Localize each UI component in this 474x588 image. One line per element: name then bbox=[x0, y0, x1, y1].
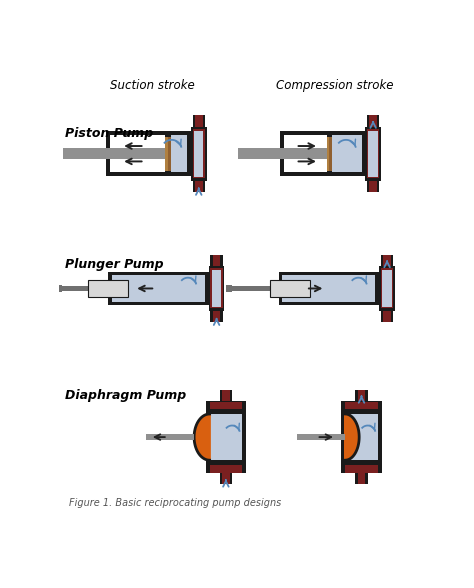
Bar bbox=[327, 137, 329, 171]
Bar bbox=[209, 266, 224, 311]
Bar bbox=[109, 135, 165, 172]
Bar bbox=[356, 390, 368, 401]
Bar bbox=[106, 131, 191, 176]
Bar bbox=[210, 311, 223, 322]
Polygon shape bbox=[345, 414, 359, 460]
Bar bbox=[369, 181, 377, 192]
Bar bbox=[270, 280, 310, 297]
Text: Suction stroke: Suction stroke bbox=[110, 79, 195, 92]
Bar bbox=[357, 473, 365, 484]
Bar bbox=[55, 285, 62, 292]
Bar bbox=[165, 137, 168, 171]
Bar bbox=[210, 465, 242, 473]
Bar bbox=[206, 410, 246, 464]
Bar bbox=[206, 464, 246, 473]
Bar bbox=[381, 255, 393, 266]
Text: Figure 1. Basic reciprocating pump designs: Figure 1. Basic reciprocating pump desig… bbox=[69, 498, 281, 508]
Bar bbox=[367, 129, 379, 178]
Bar bbox=[206, 401, 246, 410]
Bar bbox=[192, 115, 205, 127]
Bar bbox=[369, 115, 377, 127]
Bar bbox=[230, 286, 272, 291]
Bar bbox=[341, 464, 382, 473]
Bar bbox=[367, 181, 379, 192]
Bar bbox=[345, 414, 378, 460]
Bar bbox=[213, 255, 220, 266]
Bar bbox=[146, 435, 194, 440]
Bar bbox=[345, 465, 378, 473]
Polygon shape bbox=[194, 414, 210, 460]
Text: Plunger Pump: Plunger Pump bbox=[65, 258, 164, 270]
Bar bbox=[297, 435, 345, 440]
Bar bbox=[379, 266, 395, 311]
Bar bbox=[210, 414, 242, 460]
Bar bbox=[226, 285, 232, 292]
Bar bbox=[367, 115, 379, 127]
Text: Piston Pump: Piston Pump bbox=[65, 127, 154, 140]
Bar bbox=[192, 181, 205, 192]
Bar bbox=[270, 280, 310, 297]
Bar bbox=[280, 131, 365, 176]
Bar bbox=[284, 135, 327, 172]
Text: Diaphragm Pump: Diaphragm Pump bbox=[65, 389, 187, 402]
Bar bbox=[63, 148, 165, 159]
Bar bbox=[222, 473, 230, 484]
Bar bbox=[237, 148, 327, 159]
Bar bbox=[212, 270, 221, 307]
Bar bbox=[88, 280, 128, 297]
Bar bbox=[222, 390, 230, 401]
Bar bbox=[210, 269, 223, 309]
Bar bbox=[368, 131, 378, 177]
Bar bbox=[383, 255, 391, 266]
Bar bbox=[341, 410, 382, 464]
Bar bbox=[210, 402, 242, 409]
Bar bbox=[171, 135, 187, 172]
Bar bbox=[329, 137, 332, 171]
Text: Compression stroke: Compression stroke bbox=[275, 79, 393, 92]
Bar bbox=[213, 311, 220, 322]
Bar bbox=[381, 311, 393, 322]
Bar bbox=[345, 402, 378, 409]
Bar bbox=[112, 275, 205, 302]
Bar bbox=[219, 390, 232, 401]
Bar bbox=[194, 131, 203, 177]
Bar bbox=[357, 390, 365, 401]
Bar bbox=[356, 473, 368, 484]
Bar bbox=[283, 275, 375, 302]
Bar bbox=[195, 181, 202, 192]
Bar bbox=[88, 280, 128, 297]
Bar bbox=[168, 137, 171, 171]
Bar bbox=[381, 269, 393, 309]
Bar bbox=[192, 129, 205, 178]
Bar bbox=[219, 473, 232, 484]
Bar bbox=[210, 255, 223, 266]
Bar bbox=[108, 272, 209, 305]
Bar bbox=[341, 401, 382, 410]
Bar bbox=[383, 311, 391, 322]
Bar bbox=[191, 127, 207, 181]
Bar bbox=[279, 272, 379, 305]
Bar bbox=[383, 270, 392, 307]
Bar bbox=[59, 286, 90, 291]
Bar bbox=[332, 135, 362, 172]
Bar bbox=[365, 127, 381, 181]
Bar bbox=[195, 115, 202, 127]
